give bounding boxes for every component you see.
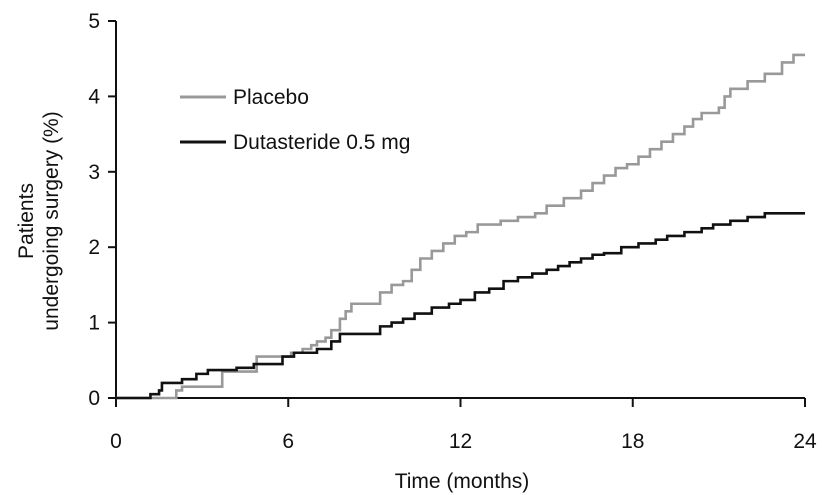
x-tick-label: 12 [449,430,472,453]
legend: Placebo Dutasteride 0.5 mg [180,86,410,154]
y-axis-title-line-1: Patients [15,183,38,259]
y-tick-label: 5 [88,10,100,33]
series-line-dutasteride-0-5-mg [116,211,805,400]
legend-label-dutasteride: Dutasteride 0.5 mg [233,131,410,154]
y-tick-label: 3 [88,161,100,184]
y-axis-title: Patients undergoing surgery (%) [15,111,63,330]
x-tick-label: 0 [110,430,122,453]
y-tick-label: 0 [88,387,100,410]
x-tick-label: 24 [793,430,817,453]
y-tick-label: 4 [88,85,100,108]
legend-label-placebo: Placebo [233,86,309,109]
x-tick-label: 18 [621,430,644,453]
series-line-placebo [116,53,805,400]
y-axis: 0 1 2 3 4 5 [88,10,117,410]
x-axis: 0 6 12 18 24 [110,397,817,453]
y-tick-label: 2 [88,236,100,259]
y-tick-label: 1 [88,312,100,335]
series-layer [116,53,805,400]
y-axis-title-line-2: undergoing surgery (%) [40,111,63,330]
x-tick-label: 6 [282,430,294,453]
x-axis-title: Time (months) [395,470,530,493]
